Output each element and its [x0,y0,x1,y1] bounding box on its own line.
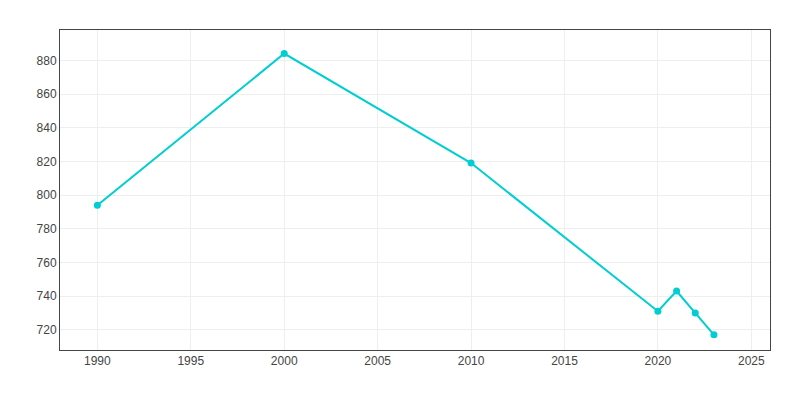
svg-text:2000: 2000 [271,354,298,368]
svg-text:1990: 1990 [84,354,111,368]
svg-text:1995: 1995 [177,354,204,368]
svg-text:740: 740 [37,289,57,303]
svg-text:2005: 2005 [364,354,391,368]
svg-text:800: 800 [37,188,57,202]
svg-text:2020: 2020 [645,354,672,368]
svg-text:2025: 2025 [738,354,765,368]
svg-text:820: 820 [37,155,57,169]
svg-text:2015: 2015 [551,354,578,368]
svg-text:860: 860 [37,87,57,101]
svg-text:720: 720 [37,323,57,337]
svg-text:780: 780 [37,222,57,236]
svg-text:840: 840 [37,121,57,135]
svg-text:880: 880 [37,54,57,68]
svg-text:2010: 2010 [458,354,485,368]
svg-text:760: 760 [37,256,57,270]
